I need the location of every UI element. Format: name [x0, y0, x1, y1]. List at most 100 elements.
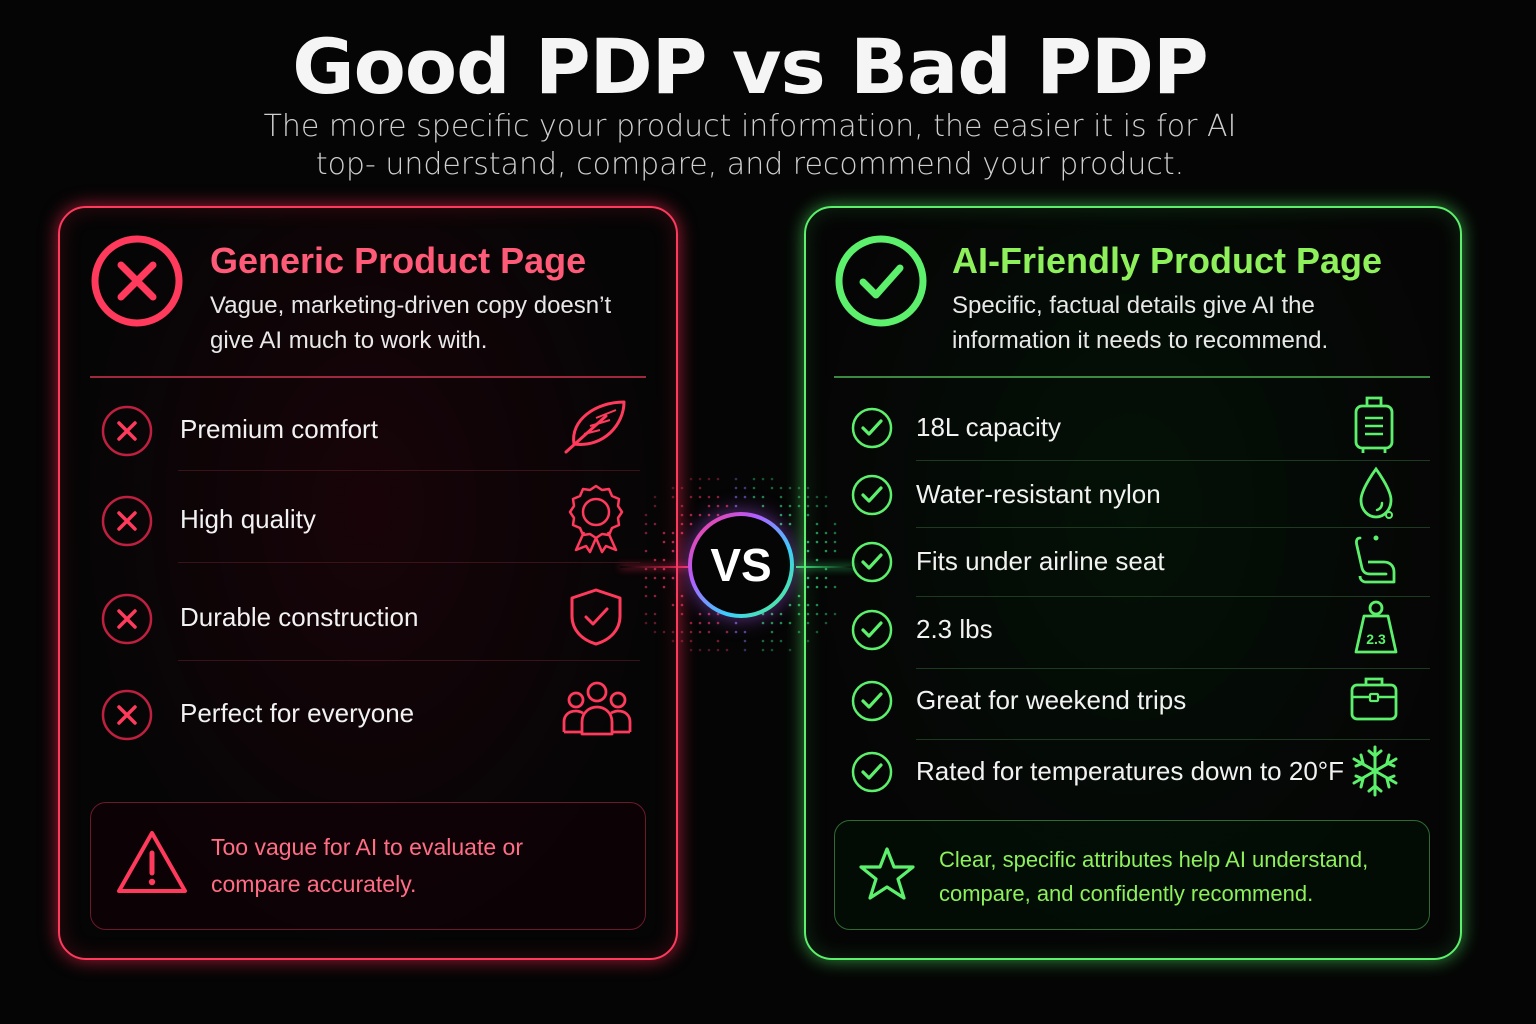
glow-dot [681, 613, 684, 616]
glow-dot [798, 505, 801, 508]
row-separator [916, 668, 1430, 669]
glow-dot [789, 505, 792, 508]
glow-dot [780, 640, 783, 643]
page-subtitle: The more specific your product informati… [260, 108, 1240, 184]
glow-dot [699, 487, 702, 490]
glow-dot [735, 478, 738, 481]
good-panel-divider [834, 376, 1430, 378]
list-item: 2.3 lbs 2.3 [806, 600, 1460, 662]
item-label: Water-resistant nylon [916, 479, 1161, 510]
glow-dot [717, 478, 720, 481]
glow-dot [717, 649, 720, 652]
glow-dot [708, 631, 711, 634]
feather-icon [560, 398, 632, 458]
list-item: Great for weekend trips [806, 671, 1460, 733]
item-label: Perfect for everyone [180, 698, 414, 729]
weight-icon: 2.3 [1352, 598, 1400, 658]
snowflake-icon [1350, 744, 1400, 798]
x-circle-icon [90, 234, 184, 328]
glow-dot [735, 496, 738, 499]
glow-dot [690, 631, 693, 634]
briefcase-icon [1348, 673, 1400, 725]
glow-dot [771, 631, 774, 634]
glow-dot [708, 478, 711, 481]
glow-dot [798, 631, 801, 634]
glow-dot [762, 505, 765, 508]
vs-badge: VS [688, 512, 798, 622]
star-icon [857, 845, 917, 905]
glow-dot [726, 649, 729, 652]
list-item: Rated for temperatures down to 20°F [806, 742, 1460, 804]
award-ribbon-icon [566, 482, 626, 554]
glow-dot [735, 505, 738, 508]
glow-dot [744, 487, 747, 490]
item-label: Durable construction [180, 602, 418, 633]
list-item: Premium comfort [60, 398, 676, 470]
check-mark-icon [850, 540, 894, 584]
check-mark-icon [850, 679, 894, 723]
item-label: High quality [180, 504, 316, 535]
glow-dot [762, 622, 765, 625]
good-panel-title: AI-Friendly Product Page [952, 240, 1382, 282]
glow-dot [753, 478, 756, 481]
glow-dot [699, 631, 702, 634]
glow-dot [771, 649, 774, 652]
weight-icon-text: 2.3 [1366, 631, 1386, 647]
glow-dot [717, 496, 720, 499]
good-panel-description: Specific, factual details give AI the in… [952, 288, 1422, 358]
list-item: Durable construction [60, 586, 676, 658]
glow-dot [708, 505, 711, 508]
glow-dot [771, 640, 774, 643]
glow-dot [762, 496, 765, 499]
good-panel-note: Clear, specific attributes help AI under… [834, 820, 1430, 930]
check-mark-icon [850, 750, 894, 794]
glow-dot [789, 487, 792, 490]
glow-dot [690, 640, 693, 643]
bad-note-text: Too vague for AI to evaluate or compare … [211, 829, 541, 903]
x-mark-icon [100, 494, 154, 548]
glow-dot [726, 631, 729, 634]
list-item: High quality [60, 488, 676, 560]
item-label: Rated for temperatures down to 20°F [916, 756, 1344, 787]
glow-dot [780, 505, 783, 508]
glow-dot [735, 631, 738, 634]
glow-dot [681, 604, 684, 607]
row-separator [916, 596, 1430, 597]
bad-panel-description: Vague, marketing-driven copy doesn’t giv… [210, 288, 650, 358]
x-mark-icon [100, 688, 154, 742]
glow-dot [798, 496, 801, 499]
glow-dot [762, 478, 765, 481]
x-mark-icon [100, 404, 154, 458]
check-circle-icon [834, 234, 928, 328]
glow-dot [699, 622, 702, 625]
water-drop-icon [1356, 465, 1396, 521]
item-label: 18L capacity [916, 412, 1061, 443]
luggage-icon [1352, 394, 1396, 456]
ai-friendly-product-page-panel: AI-Friendly Product Page Specific, factu… [804, 206, 1462, 960]
item-label: Great for weekend trips [916, 685, 1186, 716]
glow-dot [699, 478, 702, 481]
glow-dot [762, 640, 765, 643]
glow-dot [798, 604, 801, 607]
glow-dot [699, 649, 702, 652]
glow-dot [789, 622, 792, 625]
glow-dot [789, 649, 792, 652]
glow-dot [771, 478, 774, 481]
glow-dot [780, 622, 783, 625]
glow-dot [744, 640, 747, 643]
glow-dot [717, 622, 720, 625]
glow-dot [681, 505, 684, 508]
list-item: Water-resistant nylon [806, 465, 1460, 527]
row-separator [916, 739, 1430, 740]
check-mark-icon [850, 473, 894, 517]
glow-dot [780, 496, 783, 499]
glow-dot [717, 640, 720, 643]
list-item: 18L capacity [806, 398, 1460, 460]
glow-dot [798, 613, 801, 616]
glow-dot [708, 649, 711, 652]
glow-dot [771, 622, 774, 625]
glow-dot [735, 487, 738, 490]
glow-dot [681, 640, 684, 643]
row-separator [916, 460, 1430, 461]
glow-dot [708, 622, 711, 625]
